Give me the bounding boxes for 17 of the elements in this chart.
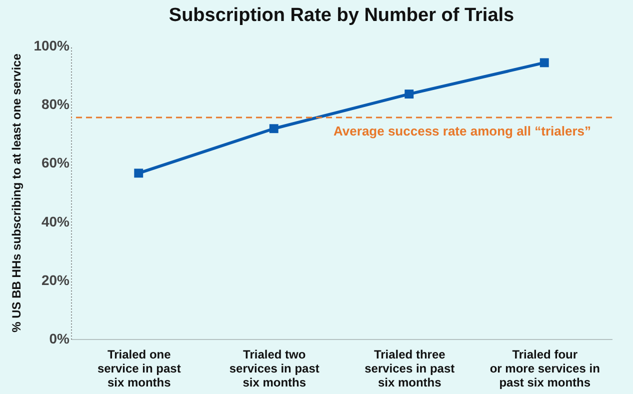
x-tick-label: Trialed four or more services in past six months	[490, 348, 600, 390]
y-tick-label: 0%	[49, 330, 70, 346]
point	[134, 168, 144, 178]
y-tick-label: 20%	[41, 272, 70, 288]
y-tick-label: 100%	[34, 38, 70, 54]
point	[269, 124, 278, 134]
point	[404, 90, 414, 99]
x-tick-label: Trialed three services in past six months	[364, 348, 455, 390]
x-tick-label: Trialed two services in past six months	[229, 348, 320, 390]
y-tick-label: 60%	[41, 154, 70, 171]
chart-title: Subscription Rate by Number of Trials	[168, 5, 514, 26]
point	[540, 58, 549, 68]
y-tick-label: 40%	[41, 213, 70, 230]
ref-line-label: Average success rate among all “trialers”	[334, 123, 591, 138]
y-axis-title: % US BB HHs subscribing to at least one service	[10, 53, 24, 332]
y-tick-label: 80%	[41, 96, 70, 112]
x-tick-label: Trialed one service in past six months	[97, 348, 181, 390]
